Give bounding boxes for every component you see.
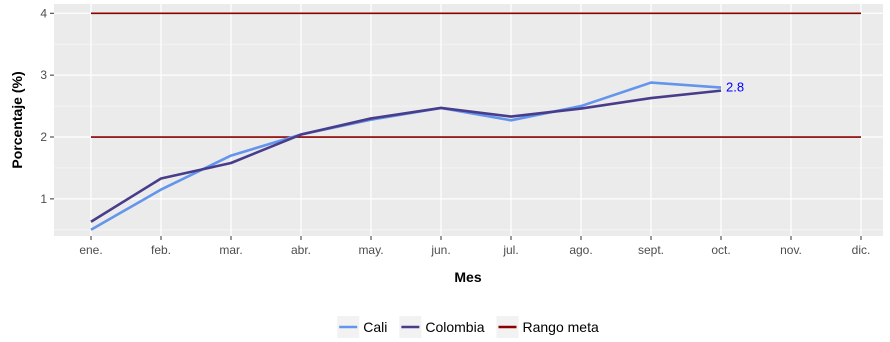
reference-lines bbox=[91, 12, 861, 138]
x-tick-label: ene. bbox=[79, 243, 102, 257]
series-line-colombia bbox=[90, 89, 722, 223]
x-tick-label: sept. bbox=[638, 243, 664, 257]
panel-background bbox=[54, 4, 883, 236]
x-tick-label: abr. bbox=[291, 243, 311, 257]
x-tick-label: oct. bbox=[711, 243, 730, 257]
y-tick-label: 4 bbox=[40, 6, 47, 20]
y-tick-label: 1 bbox=[40, 192, 47, 206]
data-label: 2.8 bbox=[726, 80, 744, 95]
legend-label: Colombia bbox=[425, 319, 484, 335]
x-tick-label: dic. bbox=[852, 243, 871, 257]
y-axis-title: Porcentaje (%) bbox=[9, 71, 25, 168]
legend: Cali Colombia Rango meta bbox=[337, 316, 599, 338]
x-tick-label: nov. bbox=[780, 243, 802, 257]
x-tick-label: may. bbox=[358, 243, 383, 257]
legend-label: Cali bbox=[363, 319, 387, 335]
series-lines bbox=[90, 81, 722, 231]
y-tick-label: 2 bbox=[40, 130, 47, 144]
minor-gridlines bbox=[54, 43, 883, 231]
legend-label: Rango meta bbox=[522, 319, 598, 335]
x-tick-label: ago. bbox=[569, 243, 592, 257]
x-axis-ticks: ene. feb. mar. abr. may. jun. jul. ago. sept. oct… bbox=[79, 236, 870, 257]
x-axis-title: Mes bbox=[454, 269, 481, 285]
y-axis-ticks: 1 2 3 4 bbox=[40, 6, 54, 206]
annotations: 2.8 bbox=[726, 80, 744, 95]
x-tick-label: jul. bbox=[502, 243, 518, 257]
x-tick-label: jun. bbox=[430, 243, 450, 257]
x-tick-label: mar. bbox=[219, 243, 242, 257]
y-tick-label: 3 bbox=[40, 68, 47, 82]
x-tick-label: feb. bbox=[151, 243, 171, 257]
